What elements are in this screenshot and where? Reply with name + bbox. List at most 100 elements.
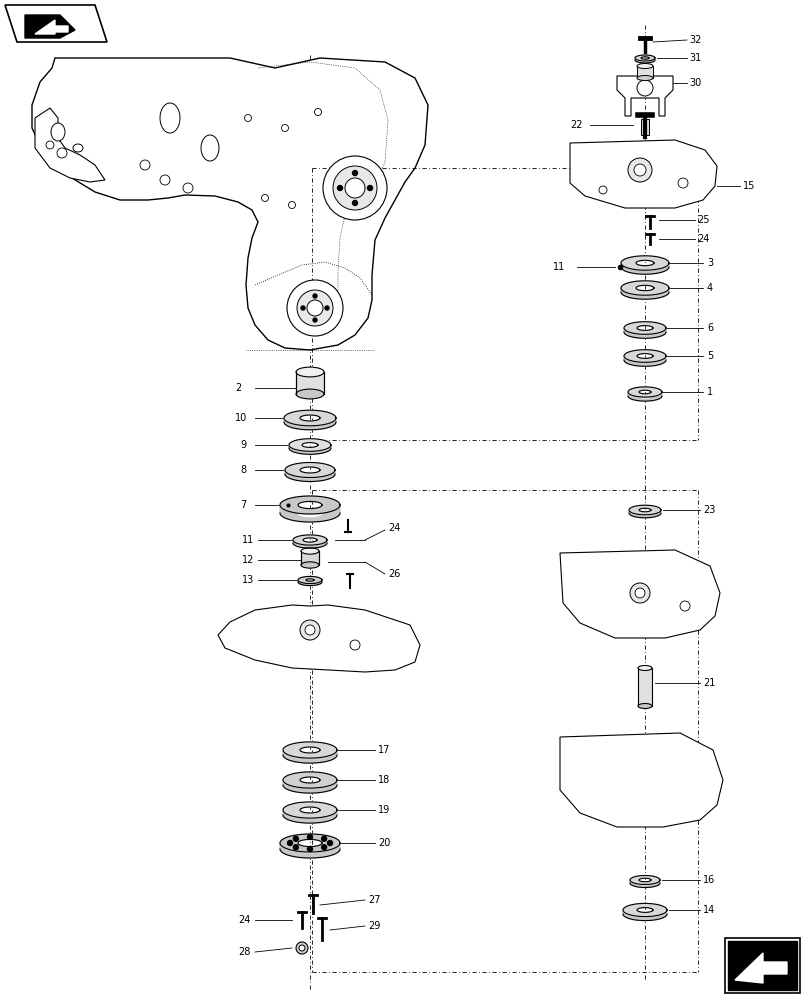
- Circle shape: [627, 158, 651, 182]
- Circle shape: [286, 280, 342, 336]
- Circle shape: [293, 836, 298, 841]
- Polygon shape: [638, 392, 650, 398]
- Polygon shape: [298, 505, 322, 517]
- Polygon shape: [629, 505, 660, 515]
- Circle shape: [324, 306, 328, 310]
- Ellipse shape: [296, 367, 324, 377]
- Polygon shape: [284, 418, 336, 430]
- Polygon shape: [284, 410, 336, 426]
- Polygon shape: [285, 463, 335, 477]
- Polygon shape: [283, 810, 337, 823]
- Text: 31: 31: [689, 53, 701, 63]
- Polygon shape: [636, 910, 652, 916]
- Text: 16: 16: [702, 875, 714, 885]
- Polygon shape: [623, 356, 665, 366]
- Bar: [727, 941, 796, 990]
- Polygon shape: [629, 876, 659, 884]
- Polygon shape: [635, 288, 653, 295]
- Circle shape: [599, 186, 607, 194]
- Bar: [636, 66, 652, 78]
- Ellipse shape: [51, 123, 65, 141]
- Polygon shape: [283, 802, 337, 818]
- Polygon shape: [620, 288, 668, 299]
- Text: 8: 8: [240, 465, 246, 475]
- Text: 24: 24: [238, 915, 250, 925]
- Polygon shape: [623, 350, 665, 362]
- Polygon shape: [634, 58, 654, 63]
- Ellipse shape: [301, 562, 319, 568]
- Circle shape: [46, 141, 54, 149]
- Circle shape: [636, 80, 652, 96]
- Text: 4: 4: [706, 283, 712, 293]
- Ellipse shape: [296, 389, 324, 399]
- Ellipse shape: [637, 704, 651, 708]
- Text: 30: 30: [689, 78, 701, 88]
- Polygon shape: [629, 880, 659, 887]
- Circle shape: [321, 836, 326, 841]
- Polygon shape: [620, 281, 668, 295]
- Ellipse shape: [301, 548, 319, 554]
- Polygon shape: [283, 772, 337, 788]
- Text: 29: 29: [367, 921, 380, 931]
- Polygon shape: [32, 58, 427, 350]
- Ellipse shape: [636, 76, 652, 81]
- Polygon shape: [299, 780, 320, 788]
- Circle shape: [160, 175, 169, 185]
- Polygon shape: [283, 750, 337, 763]
- Polygon shape: [217, 605, 419, 672]
- Polygon shape: [299, 470, 320, 477]
- Circle shape: [287, 840, 292, 845]
- Polygon shape: [280, 834, 340, 852]
- Circle shape: [298, 945, 305, 951]
- Bar: [296, 372, 324, 394]
- Circle shape: [139, 160, 150, 170]
- Polygon shape: [734, 953, 786, 983]
- Circle shape: [305, 625, 315, 635]
- Circle shape: [182, 183, 193, 193]
- Circle shape: [337, 186, 342, 191]
- Bar: [724, 938, 799, 993]
- Circle shape: [333, 166, 376, 210]
- Polygon shape: [25, 15, 75, 38]
- Polygon shape: [634, 55, 654, 61]
- Polygon shape: [5, 5, 107, 42]
- Text: 12: 12: [242, 555, 254, 565]
- Polygon shape: [283, 780, 337, 793]
- Polygon shape: [280, 843, 340, 858]
- Circle shape: [307, 300, 323, 316]
- Text: 1: 1: [706, 387, 712, 397]
- Text: 18: 18: [378, 775, 390, 785]
- Polygon shape: [629, 510, 660, 518]
- Polygon shape: [299, 418, 320, 425]
- Circle shape: [307, 834, 312, 839]
- Polygon shape: [623, 328, 665, 338]
- Circle shape: [312, 318, 316, 322]
- Text: 11: 11: [552, 262, 564, 272]
- Polygon shape: [289, 445, 331, 454]
- Text: 27: 27: [367, 895, 380, 905]
- Bar: [301, 551, 319, 565]
- Circle shape: [367, 186, 372, 191]
- Circle shape: [352, 171, 357, 176]
- Circle shape: [281, 125, 288, 132]
- Circle shape: [307, 846, 312, 851]
- Circle shape: [312, 294, 316, 298]
- Text: 13: 13: [242, 575, 254, 585]
- Polygon shape: [622, 903, 666, 917]
- Polygon shape: [293, 540, 327, 548]
- Text: 25: 25: [696, 215, 709, 225]
- Polygon shape: [616, 76, 672, 116]
- Text: 28: 28: [238, 947, 250, 957]
- Polygon shape: [640, 58, 648, 61]
- Text: 20: 20: [378, 838, 390, 848]
- Text: 26: 26: [388, 569, 400, 579]
- Polygon shape: [298, 576, 322, 584]
- Circle shape: [350, 640, 359, 650]
- Circle shape: [288, 202, 295, 209]
- Circle shape: [301, 306, 305, 310]
- Text: 10: 10: [234, 413, 247, 423]
- Polygon shape: [280, 496, 340, 514]
- Polygon shape: [622, 910, 666, 921]
- Polygon shape: [289, 439, 331, 451]
- Circle shape: [345, 178, 365, 198]
